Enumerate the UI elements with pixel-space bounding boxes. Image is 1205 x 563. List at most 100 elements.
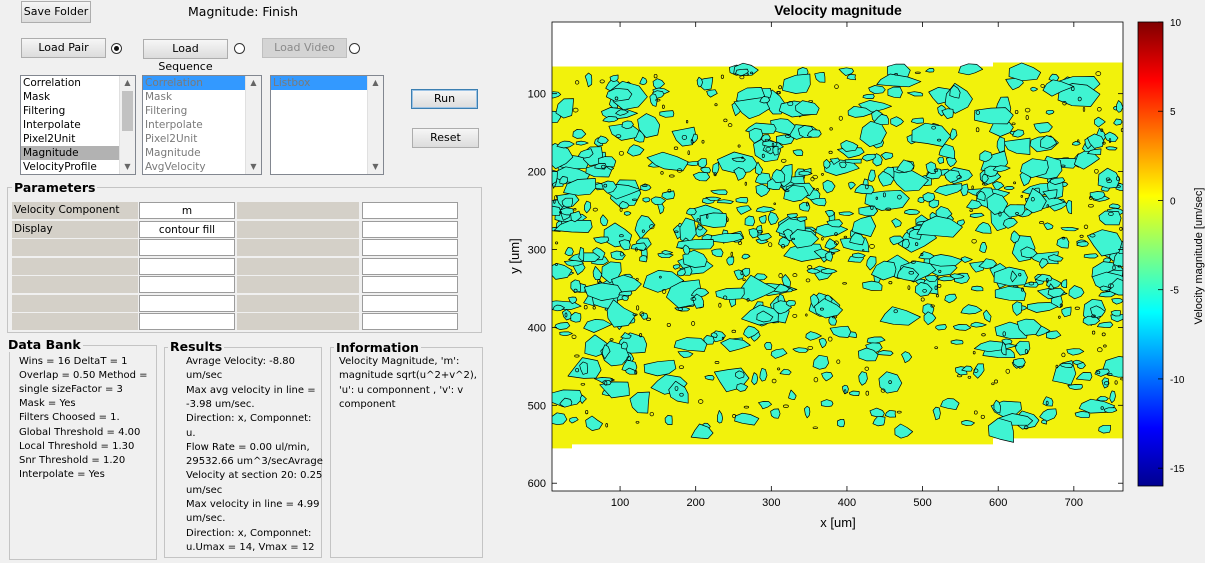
velocity-field [552, 62, 1123, 449]
list-item[interactable]: Correlation [143, 76, 261, 90]
list-item[interactable]: Magnitude [21, 146, 135, 160]
scroll-down-icon[interactable]: ▼ [250, 162, 257, 171]
low-velocity-region [810, 293, 820, 308]
low-velocity-region [623, 316, 636, 324]
low-velocity-region [668, 380, 689, 404]
low-velocity-region [1111, 297, 1123, 305]
contour-speck [614, 96, 619, 101]
scroll-up-icon[interactable]: ▲ [250, 78, 257, 87]
contour-speck [1024, 107, 1031, 113]
param-value-input-2[interactable] [362, 313, 458, 330]
list-item[interactable]: Filtering [145, 105, 188, 117]
low-velocity-region [840, 140, 859, 152]
param-value-input[interactable]: contour fill [139, 220, 235, 238]
low-velocity-region [585, 164, 612, 178]
text-line: u.Umax = 14, Vmax = 12 [186, 541, 315, 553]
load-video-radio[interactable] [349, 43, 360, 54]
param-value-input[interactable] [139, 276, 235, 293]
list-item[interactable]: AvgVelocity [145, 161, 206, 173]
contour-speck [1015, 212, 1019, 215]
contour-speck [661, 288, 667, 294]
text-line: um/sec [186, 370, 223, 382]
param-value-input-2[interactable] [362, 220, 458, 238]
low-velocity-region [731, 157, 746, 163]
low-velocity-region [888, 165, 929, 192]
contour-speck [780, 158, 787, 163]
low-velocity-region [993, 266, 1028, 287]
low-velocity-region [710, 189, 728, 196]
list-item[interactable]: Filtering [23, 105, 66, 117]
low-velocity-region [600, 277, 633, 303]
low-velocity-region [661, 250, 673, 255]
scroll-down-icon[interactable]: ▼ [124, 162, 131, 171]
reset-button[interactable]: Reset [412, 128, 479, 148]
load-pair-radio[interactable] [111, 43, 122, 54]
param-value-input[interactable]: m [139, 202, 235, 219]
scroll-up-icon[interactable]: ▲ [372, 78, 379, 87]
param-value-input-2[interactable] [362, 239, 458, 256]
contour-speck [991, 382, 995, 386]
list-item[interactable]: VelocityProfile [23, 161, 97, 173]
list-item[interactable]: Pixel2Unit [145, 133, 198, 145]
low-velocity-region [606, 299, 637, 328]
load-pair-button[interactable]: Load Pair [21, 38, 106, 58]
param-value-input[interactable] [139, 294, 235, 312]
list-item[interactable]: Mask [23, 91, 51, 103]
list-item[interactable]: Magnitude [145, 147, 201, 159]
list-item[interactable]: Correlation [23, 77, 81, 89]
output-listbox-scrollbar[interactable]: ▲ ▼ [367, 76, 383, 174]
contour-speck [834, 240, 839, 245]
load-sequence-radio[interactable] [234, 43, 245, 54]
save-folder-button[interactable]: Save Folder [21, 1, 91, 23]
low-velocity-region [754, 273, 768, 281]
low-velocity-region [584, 72, 593, 88]
contour-speck [572, 107, 579, 113]
low-velocity-region [957, 219, 965, 227]
text-line: Velocity Magnitude, 'm': [339, 356, 460, 367]
operations-listbox-scrollbar[interactable]: ▲ ▼ [119, 76, 135, 174]
param-value-input[interactable] [139, 313, 235, 330]
applied-listbox-scrollbar[interactable]: ▲ ▼ [245, 76, 261, 174]
text-line: Wins = 16 DeltaT = 1 [19, 356, 128, 367]
scroll-thumb[interactable] [122, 91, 133, 131]
param-value-input-2[interactable] [362, 294, 458, 312]
list-item[interactable]: Interpolate [145, 119, 203, 131]
low-velocity-region [779, 368, 792, 376]
x-tick-label: 300 [762, 497, 780, 509]
low-velocity-region [753, 137, 782, 163]
low-velocity-region [994, 413, 1034, 426]
contour-speck [696, 218, 701, 222]
contour-speck [681, 134, 688, 140]
low-velocity-region [923, 254, 931, 266]
operations-listbox[interactable]: Correlation Mask Filtering Interpolate Pixel… [20, 75, 136, 175]
load-video-button[interactable]: Load Video [262, 38, 347, 58]
low-velocity-region [784, 227, 817, 243]
param-value-input-2[interactable] [362, 276, 458, 293]
low-velocity-region [724, 337, 743, 350]
param-value-input-2[interactable] [362, 257, 458, 275]
param-value-input[interactable] [139, 239, 235, 256]
low-velocity-region [620, 332, 632, 339]
load-sequence-button[interactable]: Load Sequence [143, 39, 228, 73]
low-velocity-region [797, 125, 815, 135]
applied-listbox[interactable]: Correlation Mask Filtering Interpolate Pixel… [142, 75, 262, 175]
low-velocity-region [1082, 315, 1101, 326]
output-listbox[interactable]: Listbox ▲ ▼ [270, 75, 384, 175]
low-velocity-region [1096, 321, 1114, 328]
list-item[interactable]: Listbox [271, 76, 383, 90]
low-velocity-region [729, 64, 749, 76]
scroll-down-icon[interactable]: ▼ [372, 162, 379, 171]
list-item[interactable]: Mask [145, 91, 173, 103]
param-value-input-2[interactable] [362, 202, 458, 219]
run-button[interactable]: Run [411, 89, 478, 109]
low-velocity-region [1049, 177, 1066, 185]
low-velocity-region [1050, 295, 1063, 309]
low-velocity-region [1113, 249, 1123, 268]
low-velocity-region [917, 196, 925, 203]
contour-speck [1115, 176, 1120, 181]
low-velocity-region [862, 93, 875, 99]
list-item[interactable]: Interpolate [23, 119, 81, 131]
list-item[interactable]: Pixel2Unit [23, 133, 76, 145]
param-value-input[interactable] [139, 257, 235, 275]
scroll-up-icon[interactable]: ▲ [124, 78, 131, 87]
